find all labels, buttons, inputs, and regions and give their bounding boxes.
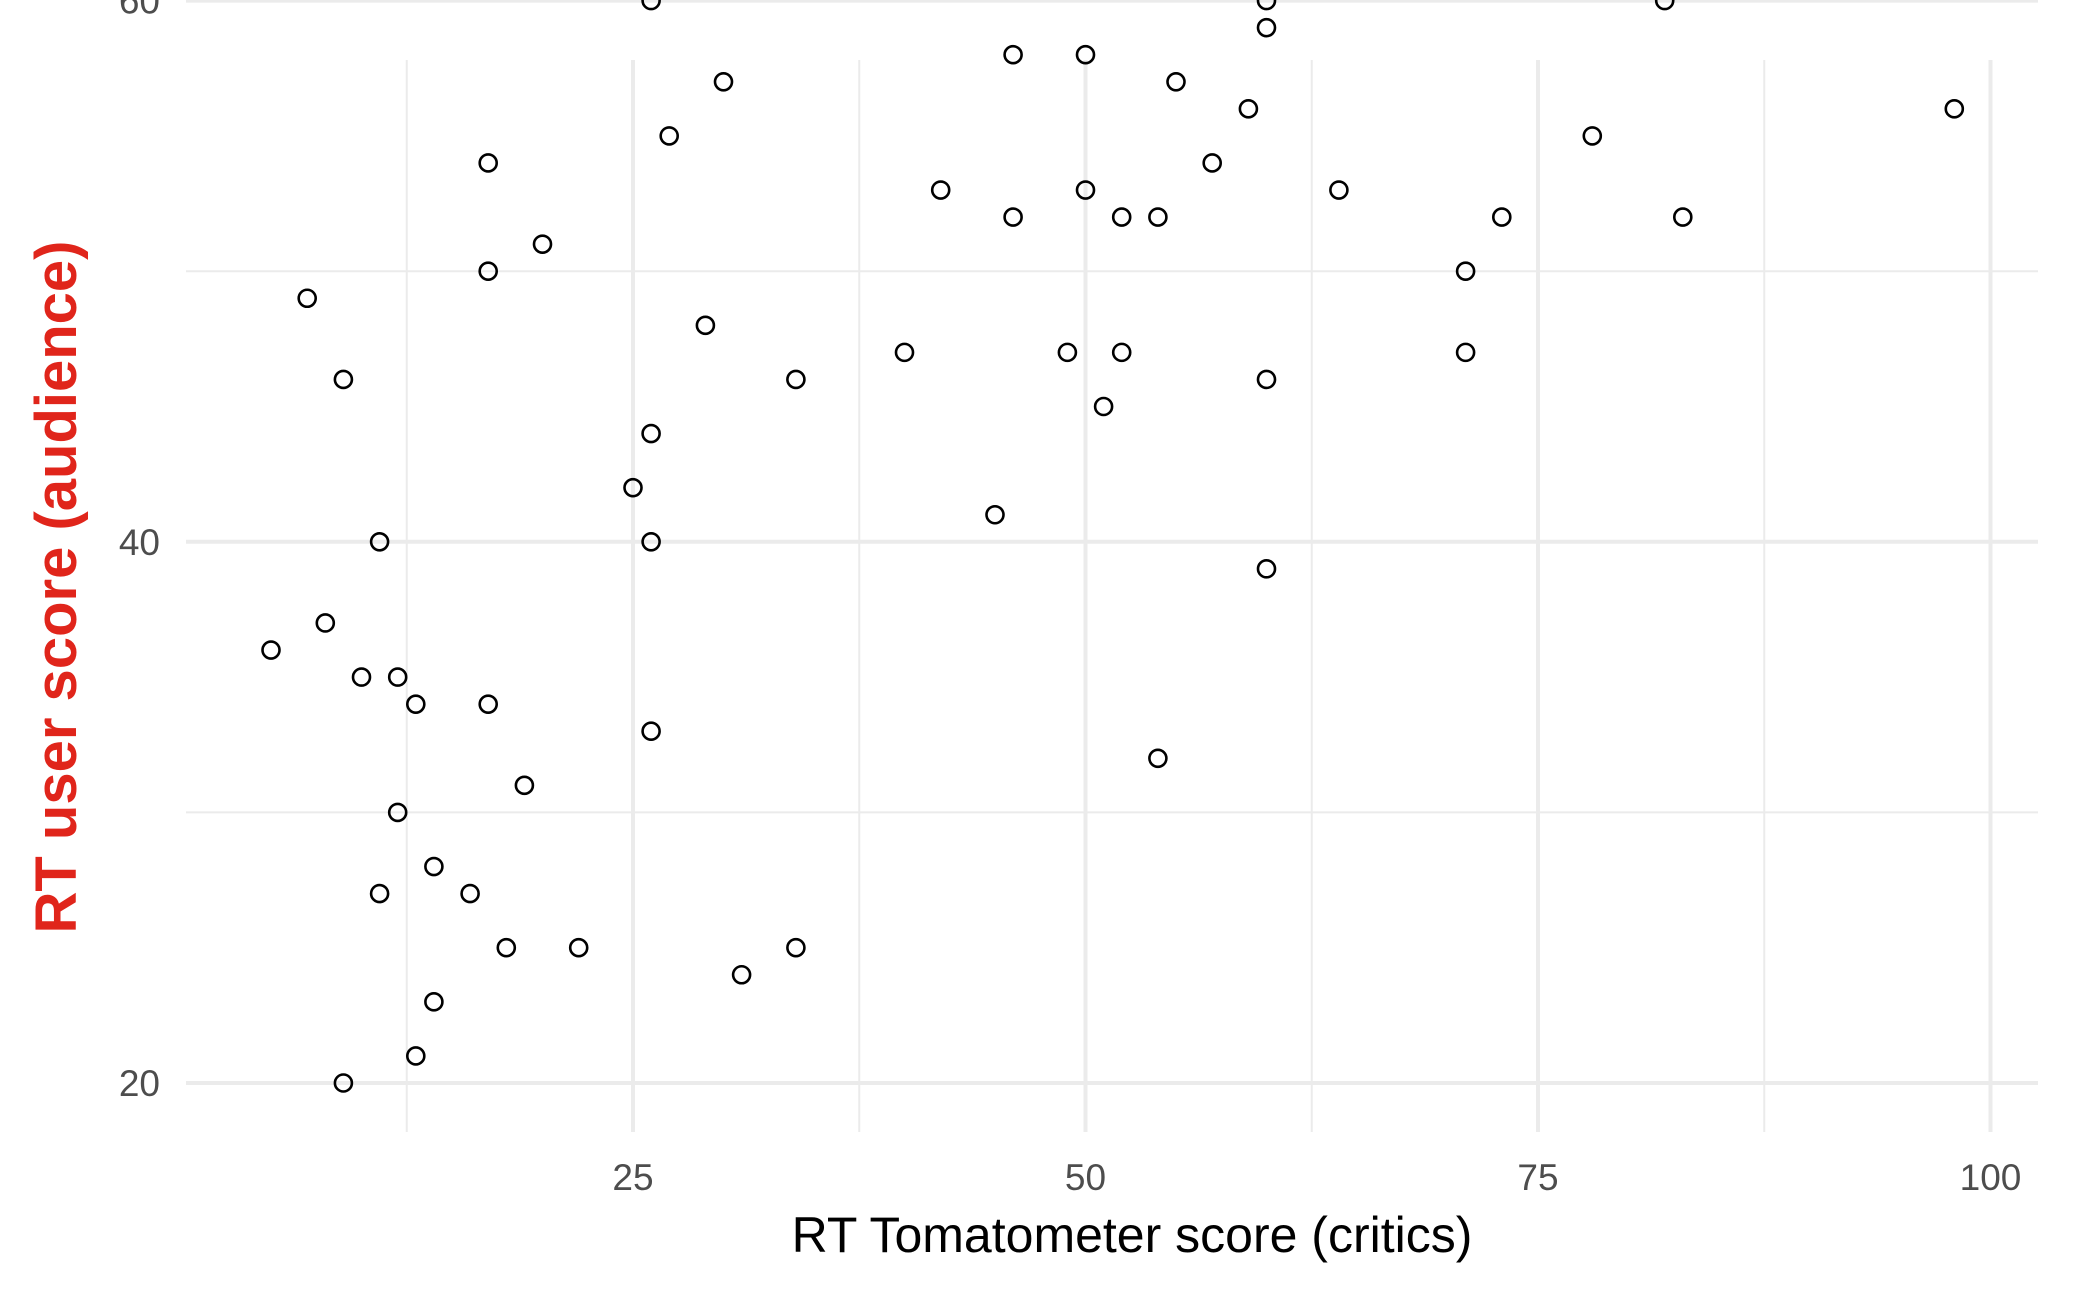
data-point bbox=[261, 640, 281, 660]
data-point bbox=[1111, 342, 1132, 363]
data-point bbox=[369, 531, 390, 552]
data-point bbox=[1057, 342, 1078, 363]
data-point bbox=[1944, 99, 1965, 119]
x-tick-label: 75 bbox=[1517, 1157, 1558, 1198]
data-point bbox=[1654, 0, 1675, 11]
data-point bbox=[1111, 207, 1132, 227]
data-point bbox=[1455, 342, 1476, 363]
data-point bbox=[568, 937, 589, 958]
data-point bbox=[532, 234, 553, 254]
data-point bbox=[369, 883, 390, 904]
data-point bbox=[985, 504, 1005, 525]
data-point bbox=[424, 992, 444, 1012]
data-point bbox=[1256, 17, 1277, 38]
data-point bbox=[786, 937, 806, 958]
data-point bbox=[1075, 180, 1096, 200]
data-point bbox=[1202, 153, 1222, 173]
data-point bbox=[1238, 99, 1259, 119]
data-point bbox=[659, 126, 680, 146]
data-point bbox=[424, 856, 444, 877]
data-point bbox=[1455, 261, 1476, 282]
data-point bbox=[894, 342, 915, 363]
data-point bbox=[786, 369, 806, 390]
data-point bbox=[1673, 207, 1693, 227]
data-point bbox=[1256, 559, 1277, 579]
data-point bbox=[641, 0, 661, 11]
data-point bbox=[387, 667, 408, 687]
data-point bbox=[387, 802, 408, 823]
data-point bbox=[405, 694, 426, 714]
data-point bbox=[315, 613, 336, 633]
x-tick-label: 25 bbox=[612, 1157, 653, 1198]
data-point bbox=[1003, 44, 1023, 65]
data-point bbox=[514, 775, 535, 796]
major-gridlines bbox=[186, 0, 2038, 1132]
data-point bbox=[731, 964, 752, 985]
data-point bbox=[1148, 207, 1168, 227]
x-axis-tick-labels: 25 50 75 100 bbox=[612, 1157, 2021, 1198]
data-point bbox=[405, 1046, 426, 1066]
data-point bbox=[1492, 207, 1512, 227]
data-point bbox=[1329, 180, 1349, 200]
data-point bbox=[641, 721, 661, 742]
data-point bbox=[478, 261, 499, 282]
data-point bbox=[930, 180, 951, 200]
data-point bbox=[1582, 126, 1603, 146]
data-point bbox=[1003, 207, 1023, 227]
data-points bbox=[261, 0, 1965, 1093]
data-point bbox=[351, 667, 372, 687]
data-point bbox=[641, 423, 661, 444]
data-point bbox=[478, 153, 499, 173]
data-point bbox=[713, 71, 734, 92]
data-point bbox=[1148, 748, 1168, 769]
y-tick-label: 20 bbox=[119, 1063, 160, 1104]
x-axis-title: RT Tomatometer score (critics) bbox=[792, 1207, 1473, 1263]
data-point bbox=[460, 883, 480, 904]
data-point bbox=[623, 477, 643, 498]
y-axis-tick-labels: 20406080 bbox=[119, 0, 160, 1104]
data-point bbox=[297, 288, 318, 309]
y-tick-label: 60 bbox=[119, 0, 160, 22]
data-point bbox=[1256, 0, 1277, 11]
data-point bbox=[333, 1073, 354, 1093]
y-axis-title: RT user score (audience) bbox=[24, 241, 89, 934]
data-point bbox=[1075, 44, 1096, 65]
minor-gridlines bbox=[186, 60, 2038, 1132]
data-point bbox=[1256, 369, 1277, 390]
data-point bbox=[641, 531, 661, 552]
data-point bbox=[478, 694, 499, 714]
x-tick-label: 100 bbox=[1960, 1157, 2022, 1198]
data-point bbox=[1166, 71, 1186, 92]
data-point bbox=[333, 369, 354, 390]
data-point bbox=[1093, 396, 1114, 417]
data-point bbox=[496, 937, 517, 958]
y-tick-label: 40 bbox=[119, 522, 160, 563]
data-point bbox=[695, 315, 716, 336]
x-tick-label: 50 bbox=[1065, 1157, 1106, 1198]
